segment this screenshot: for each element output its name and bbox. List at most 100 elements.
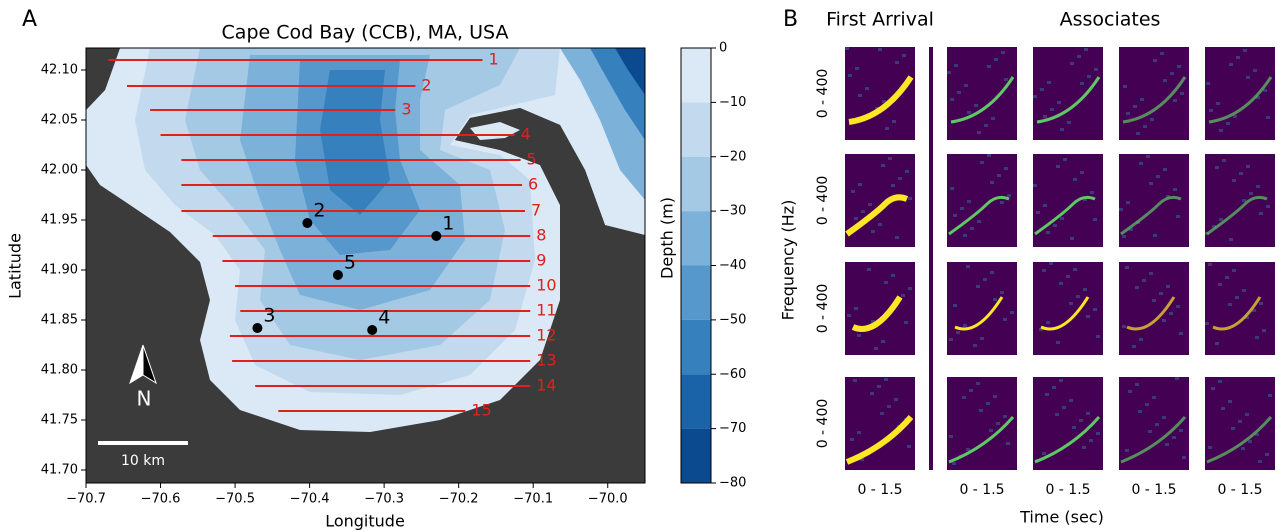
- spectrogram-noise: [891, 274, 895, 277]
- divider: [929, 47, 933, 470]
- station: [431, 231, 442, 241]
- spectrogram-noise: [1069, 399, 1073, 402]
- spectrogram-noise: [1004, 167, 1008, 170]
- spectrogram-noise: [848, 74, 852, 77]
- spectrogram-noise: [1162, 416, 1166, 419]
- spectrogram-noise: [1043, 115, 1047, 118]
- spectrogram-noise: [1173, 188, 1177, 191]
- spectrogram-call: [1212, 296, 1262, 331]
- spectrogram-noise: [977, 131, 981, 134]
- spectrogram-noise: [855, 67, 859, 70]
- spectrogram-noise: [1086, 315, 1090, 318]
- spectrogram-noise: [1208, 263, 1212, 266]
- transect-label: 6: [528, 175, 538, 194]
- spectrogram-noise: [1215, 342, 1219, 345]
- spectrogram-noise: [1170, 72, 1174, 75]
- spectrogram-call: [1120, 195, 1182, 236]
- spectrogram-noise: [1125, 449, 1129, 452]
- station-label: 3: [263, 305, 275, 327]
- spectrogram-noise: [1067, 121, 1071, 124]
- spectrogram-noise: [1146, 155, 1150, 158]
- spectrogram-noise: [1125, 266, 1129, 269]
- colorbar-tick-label: −60: [719, 367, 746, 382]
- spectrogram-noise: [1072, 426, 1076, 429]
- y-tick-label: 42.00: [41, 163, 78, 178]
- spectrogram-noise: [1046, 321, 1050, 324]
- spectrogram-noise: [1266, 205, 1270, 208]
- spectrogram-call: [1206, 416, 1273, 464]
- spectrogram-noise: [1246, 165, 1250, 168]
- x-tick-label: −70.3: [364, 492, 404, 507]
- spectrogram-noise: [1162, 319, 1166, 322]
- spectrogram-noise: [904, 321, 908, 324]
- spectrogram-call: [1208, 76, 1273, 124]
- spectrogram-noise: [898, 177, 902, 180]
- spectrogram-noise: [865, 87, 869, 90]
- spectrogram-noise: [1094, 68, 1098, 71]
- spectrogram-noise: [1212, 225, 1216, 228]
- spectrogram-noise: [1149, 182, 1153, 185]
- colorbar-tick-label: −20: [719, 149, 746, 164]
- spectrogram: [947, 262, 1017, 355]
- column-label: 0 - 1.5: [1131, 482, 1176, 498]
- spectrogram-noise: [1221, 407, 1225, 410]
- spectrogram-noise: [953, 214, 957, 217]
- spectrogram-noise: [891, 184, 895, 187]
- transect-label: 8: [536, 226, 546, 245]
- spectrogram-noise: [1152, 299, 1156, 302]
- spectrogram-noise: [878, 223, 882, 226]
- spectrogram-call: [1040, 296, 1090, 331]
- spectrogram-noise: [997, 174, 1001, 177]
- x-tick-label: −70.2: [439, 492, 479, 507]
- spectrogram-noise: [1163, 168, 1167, 171]
- spectrogram: [1033, 47, 1103, 140]
- spectrogram-call: [845, 194, 909, 237]
- spectrogram-noise: [857, 431, 861, 434]
- spectrogram-noise: [1083, 198, 1087, 201]
- spectrogram-noise: [1211, 387, 1215, 390]
- spectrogram-noise: [1042, 269, 1046, 272]
- colorbar-tick-label: −50: [719, 312, 746, 327]
- spectrogram-noise: [1153, 59, 1157, 62]
- spectrogram-call: [845, 415, 914, 465]
- spectrogram-noise: [983, 278, 987, 281]
- spectrogram-noise: [908, 197, 912, 200]
- spectrogram-noise: [1238, 420, 1242, 423]
- spectrogram-noise: [1259, 212, 1263, 215]
- spectrogram-noise: [1163, 79, 1167, 82]
- spectrogram-noise: [1160, 52, 1164, 55]
- spectrogram-noise: [1132, 345, 1136, 348]
- spectrogram-noise: [1179, 429, 1183, 432]
- spectrogram-noise: [1236, 56, 1240, 59]
- transect-label: 3: [401, 100, 411, 119]
- spectrogram-noise: [1139, 338, 1143, 341]
- spectrogram-call: [948, 416, 1015, 464]
- spectrogram-noise: [1138, 410, 1142, 413]
- map-title: Cape Cod Bay (CCB), MA, USA: [222, 22, 509, 44]
- spectrogram-noise: [1263, 89, 1267, 92]
- scale-bar-label: 10 km: [121, 453, 165, 469]
- spectrogram-noise: [887, 405, 891, 408]
- colorbar-tick-label: −70: [719, 421, 746, 436]
- spectrogram-noise: [990, 181, 994, 184]
- spectrogram-noise: [1232, 179, 1236, 182]
- spectrogram-noise: [1056, 341, 1060, 344]
- spectrogram-noise: [853, 379, 857, 382]
- spectrogram-noise: [1033, 95, 1037, 98]
- spectrogram-call: [948, 195, 1010, 236]
- spectrogram-noise: [1228, 400, 1232, 403]
- spectrogram-noise: [1169, 312, 1173, 315]
- spectrogram-noise: [1119, 208, 1123, 211]
- spectrogram-noise: [1056, 165, 1060, 168]
- spectrogram-noise: [1235, 296, 1239, 299]
- spectrogram-noise: [1248, 440, 1252, 443]
- station: [302, 218, 313, 228]
- x-axis-label: Time (sec): [1019, 508, 1104, 527]
- spectrogram-noise: [858, 183, 862, 186]
- spectrogram-noise: [895, 236, 899, 239]
- colorbar-tick-label: −80: [719, 476, 746, 491]
- spectrogram-noise: [1228, 303, 1232, 306]
- spectrogram-noise: [949, 435, 953, 438]
- spectrogram-noise: [1242, 289, 1246, 292]
- spectrogram-noise: [868, 203, 872, 206]
